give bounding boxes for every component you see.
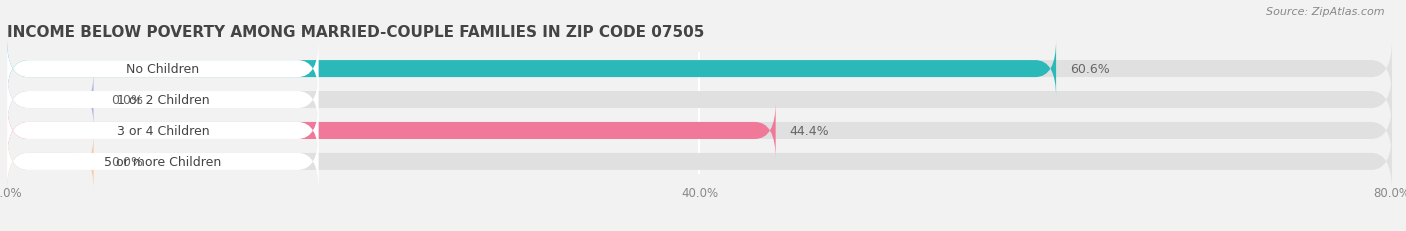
FancyBboxPatch shape	[7, 133, 1392, 190]
Text: 1 or 2 Children: 1 or 2 Children	[117, 94, 209, 106]
FancyBboxPatch shape	[7, 133, 94, 190]
FancyBboxPatch shape	[7, 102, 776, 159]
FancyBboxPatch shape	[7, 72, 1392, 129]
FancyBboxPatch shape	[7, 133, 319, 190]
Text: No Children: No Children	[127, 63, 200, 76]
FancyBboxPatch shape	[7, 72, 94, 129]
FancyBboxPatch shape	[7, 41, 319, 98]
FancyBboxPatch shape	[7, 102, 319, 159]
FancyBboxPatch shape	[7, 102, 1392, 159]
Text: 5 or more Children: 5 or more Children	[104, 155, 222, 168]
Text: 44.4%: 44.4%	[790, 125, 830, 137]
Text: INCOME BELOW POVERTY AMONG MARRIED-COUPLE FAMILIES IN ZIP CODE 07505: INCOME BELOW POVERTY AMONG MARRIED-COUPL…	[7, 25, 704, 40]
FancyBboxPatch shape	[7, 41, 1056, 98]
FancyBboxPatch shape	[7, 41, 1392, 98]
Text: 0.0%: 0.0%	[111, 94, 143, 106]
FancyBboxPatch shape	[7, 72, 319, 129]
Text: 3 or 4 Children: 3 or 4 Children	[117, 125, 209, 137]
Text: 60.6%: 60.6%	[1070, 63, 1109, 76]
Text: Source: ZipAtlas.com: Source: ZipAtlas.com	[1267, 7, 1385, 17]
Text: 0.0%: 0.0%	[111, 155, 143, 168]
